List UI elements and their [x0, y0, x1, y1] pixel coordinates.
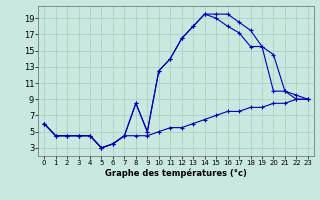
X-axis label: Graphe des températures (°c): Graphe des températures (°c)	[105, 169, 247, 178]
